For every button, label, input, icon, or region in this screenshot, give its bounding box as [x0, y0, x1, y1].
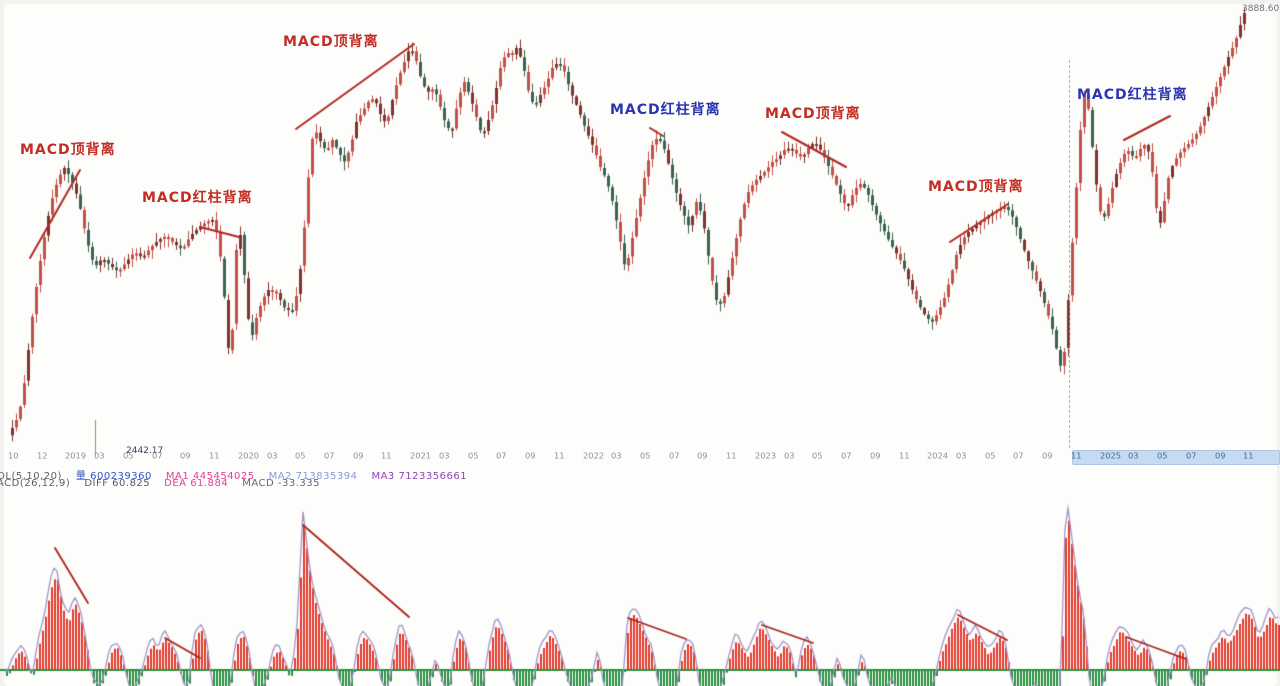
x-axis-label: 2019 — [65, 452, 87, 462]
indicator-value: MACD -33.335 — [242, 478, 320, 489]
x-axis-label: 09 — [697, 452, 708, 462]
divergence-annotation: MACD红柱背离 — [142, 190, 253, 206]
x-axis-label: 05 — [985, 452, 996, 462]
divergence-annotation: MACD顶背离 — [283, 34, 379, 50]
x-axis-label: 09 — [870, 452, 881, 462]
x-axis-label: 05 — [123, 452, 134, 462]
x-axis-label: 2020 — [238, 452, 260, 462]
x-axis-label: 09 — [525, 452, 536, 462]
x-axis-label: 11 — [209, 452, 220, 462]
x-axis-label: 05 — [1157, 452, 1168, 462]
x-axis-label: 03 — [439, 452, 450, 462]
x-axis-label: 11 — [554, 452, 565, 462]
volume-indicator-row: OL(5,10,20) 量 600239360 MA1 445454025 MA2 7… — [0, 467, 481, 482]
x-axis-label: 07 — [324, 452, 335, 462]
x-axis-label: 05 — [468, 452, 479, 462]
indicator-value: ACD(26,12,9) — [0, 478, 71, 489]
x-axis-label: 03 — [611, 452, 622, 462]
indicator-value: DIFF 60.825 — [84, 478, 151, 489]
x-axis-label: 05 — [812, 452, 823, 462]
selection-dashed-line — [1069, 60, 1070, 448]
x-axis-label: 05 — [640, 452, 651, 462]
x-axis-label: 11 — [1243, 452, 1254, 462]
x-axis-label: 10 — [8, 452, 19, 462]
x-axis-label: 03 — [1128, 452, 1139, 462]
x-axis-label: 2024 — [927, 452, 949, 462]
x-axis-label: 03 — [267, 452, 278, 462]
x-axis-label: 03 — [94, 452, 105, 462]
x-axis-label: 05 — [295, 452, 306, 462]
divergence-annotation: MACD顶背离 — [20, 142, 116, 158]
macd-indicator-row: ACD(26,12,9) DIFF 60.825 DEA 61.884 MACD -3… — [0, 478, 334, 489]
divergence-annotation: MACD顶背离 — [928, 179, 1024, 195]
x-axis-label: 11 — [726, 452, 737, 462]
indicator-value: OL(5,10,20) — [0, 471, 62, 482]
price-low-label: 2442.17 — [126, 446, 164, 456]
indicator-value: 量 600239360 — [75, 471, 152, 482]
divergence-annotation: MACD红柱背离 — [1077, 87, 1188, 103]
x-axis-label: 09 — [1042, 452, 1053, 462]
divergence-annotation: MACD顶背离 — [765, 106, 861, 122]
x-axis-label: 03 — [784, 452, 795, 462]
x-axis-label: 11 — [381, 452, 392, 462]
x-axis-label: 07 — [1013, 452, 1024, 462]
indicator-value: MA1 445454025 — [165, 471, 255, 482]
price-high-label: 3888.60 — [1242, 4, 1280, 14]
indicator-value: MA2 713835394 — [268, 471, 358, 482]
x-axis-label: 2021 — [410, 452, 432, 462]
x-axis-label: 07 — [152, 452, 163, 462]
x-axis-label: 07 — [1186, 452, 1197, 462]
indicator-value: MA3 7123356661 — [371, 471, 468, 482]
x-axis-label: 12 — [37, 452, 48, 462]
x-axis-label: 2022 — [583, 452, 605, 462]
x-axis-label: 2023 — [755, 452, 777, 462]
x-axis-label: 09 — [353, 452, 364, 462]
indicator-value: DEA 61.884 — [164, 478, 229, 489]
x-axis-label: 07 — [841, 452, 852, 462]
x-axis-label: 09 — [180, 452, 191, 462]
x-axis-label: 07 — [669, 452, 680, 462]
x-axis-label: 2025 — [1100, 452, 1122, 462]
x-axis-label: 07 — [496, 452, 507, 462]
x-axis-label: 11 — [1071, 452, 1082, 462]
x-axis-label: 09 — [1215, 452, 1226, 462]
divergence-annotation: MACD红柱背离 — [610, 102, 721, 118]
x-axis-label: 11 — [899, 452, 910, 462]
x-axis-label: 03 — [956, 452, 967, 462]
x-axis: 10 12 2019 03 05 07 09 11 2020 03 05 07 09 11 2021 03 05… — [0, 450, 1280, 465]
